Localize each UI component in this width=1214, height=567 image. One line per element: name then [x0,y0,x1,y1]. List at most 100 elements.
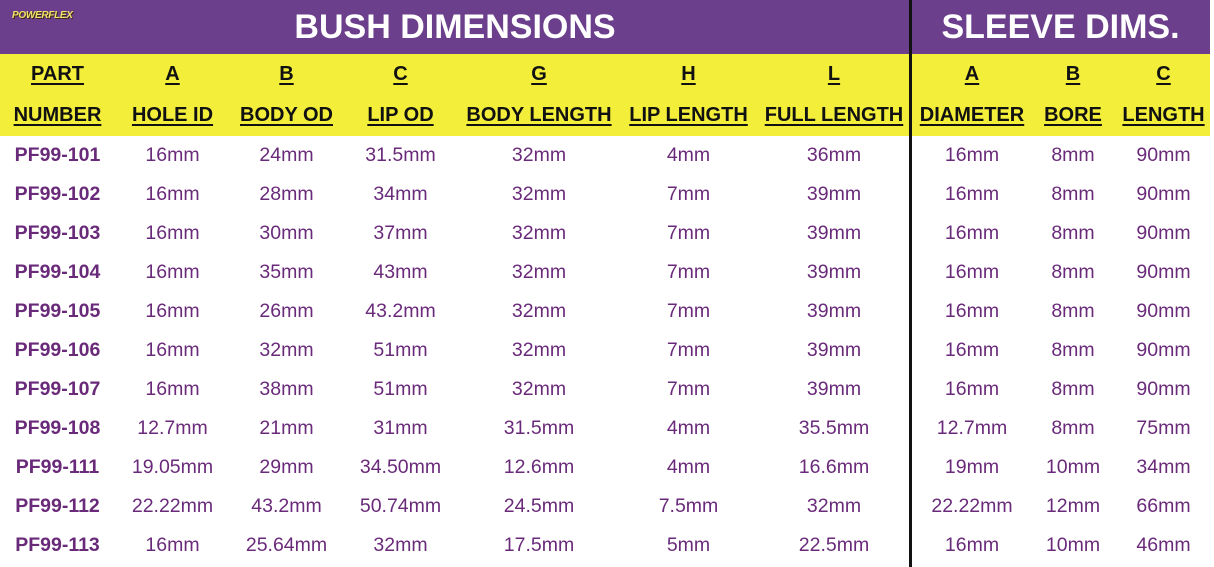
table-row: PF99-102 16mm 28mm 34mm 32mm 7mm 39mm 16mm 8mm 90… [0,175,1214,214]
dimension-cell: 12.7mm [137,417,208,439]
title-bar: POWERFLEX BUSH DIMENSIONS SLEEVE DIMS. [0,0,1210,54]
dimension-cell: 32mm [806,495,862,517]
table-row: PF99-106 16mm 32mm 51mm 32mm 7mm 39mm 16mm 8mm 90… [0,331,1214,370]
column-letter-text: C [393,63,408,85]
dimension-cell: 8mm [1051,300,1095,322]
section-divider [909,0,912,567]
column-header: NUMBER [0,95,115,136]
dimension-cell: 25.64mm [245,534,328,556]
dimension-cell: 5mm [666,534,711,556]
column-letter: B [1033,54,1113,95]
part-number-cell: PF99-112 [15,495,100,517]
dimension-cell: 16mm [145,222,200,244]
dimension-cell: 19.05mm [131,456,214,478]
dimension-cell: 39mm [806,339,862,361]
part-number-cell: PF99-103 [14,222,101,244]
dimension-cell: 34mm [1136,456,1191,478]
column-letter: L [757,54,911,95]
dimension-cell: 16.6mm [798,456,870,478]
dimension-cell: 22.5mm [798,534,870,556]
dimension-cell: 16mm [145,144,200,166]
dimension-cell: 32mm [511,300,567,322]
dimension-cell: 31mm [373,417,428,439]
dimension-cell: 22.22mm [131,495,214,517]
part-number-cell: PF99-113 [15,534,100,556]
column-header-text: HOLE ID [131,104,214,126]
dimension-cell: 90mm [1136,261,1191,283]
dimension-cell: 39mm [806,378,862,400]
dimension-cell: 38mm [259,378,314,400]
dimension-cell: 24.5mm [503,495,575,517]
dimension-cell: 16mm [145,183,200,205]
dimension-cell: 16mm [145,300,200,322]
column-header: BORE [1033,95,1113,136]
dimension-cell: 16mm [145,339,200,361]
column-header-text: BODY LENGTH [466,104,612,126]
dimension-cell: 51mm [373,339,428,361]
dimension-cell: 34.50mm [359,456,442,478]
dimension-cell: 39mm [806,300,862,322]
dimension-cell: 17.5mm [503,534,575,556]
dimension-cell: 7.5mm [658,495,719,517]
dimension-cell: 16mm [944,222,1000,244]
dimension-cell: 16mm [944,300,1000,322]
column-header-text: DIAMETER [919,104,1025,126]
column-letter: A [911,54,1033,95]
column-header: HOLE ID [115,95,230,136]
dimension-cell: 24mm [259,144,314,166]
column-header: BODY LENGTH [458,95,620,136]
column-letter: C [1113,54,1214,95]
dimension-cell: 4mm [666,417,711,439]
column-header-text: NUMBER [13,104,102,126]
dimension-cell: 12mm [1045,495,1101,517]
dimension-cell: 4mm [666,144,711,166]
table-row: PF99-104 16mm 35mm 43mm 32mm 7mm 39mm 16mm 8mm 90… [0,253,1214,292]
dimension-cell: 90mm [1136,300,1191,322]
table-row: PF99-107 16mm 38mm 51mm 32mm 7mm 39mm 16mm 8mm 90… [0,370,1214,409]
dimension-cell: 43.2mm [365,300,436,322]
column-letter-text: PART [31,63,84,85]
dimension-cell: 90mm [1136,144,1191,166]
dimension-cell: 32mm [511,144,567,166]
dimension-cell: 66mm [1136,495,1191,517]
dimension-cell: 19mm [944,456,1000,478]
column-header-text: BORE [1044,104,1102,126]
dimension-cell: 39mm [806,183,862,205]
dimension-cell: 39mm [806,222,862,244]
column-letter-text: L [827,63,841,85]
column-header: FULL LENGTH [757,95,911,136]
dimension-cell: 90mm [1136,339,1191,361]
column-header: BODY OD [230,95,343,136]
column-letter-text: G [531,63,547,85]
table-row: PF99-108 12.7mm 21mm 31mm 31.5mm 4mm 35.5mm 12.… [0,409,1214,448]
dimension-cell: 22.22mm [931,495,1013,517]
dimension-cell: 16mm [145,534,200,556]
dimension-cell: 32mm [373,534,428,556]
dimension-cell: 39mm [806,261,862,283]
column-letter-text: B [1065,63,1081,85]
dimension-cell: 51mm [373,378,428,400]
dimension-cell: 90mm [1136,378,1191,400]
dimension-cell: 16mm [944,183,1000,205]
dimension-cell: 16mm [944,339,1000,361]
dimension-cell: 8mm [1051,183,1095,205]
header-label-row: NUMBER HOLE ID BODY OD LIP OD BODY LENGTH LIP… [0,95,1214,136]
dimension-cell: 16mm [944,261,1000,283]
part-number-cell: PF99-108 [14,417,101,439]
dimension-cell: 35.5mm [798,417,870,439]
dimension-cell: 10mm [1045,534,1101,556]
table-row: PF99-113 16mm 25.64mm 32mm 17.5mm 5mm 22.5mm 16… [0,526,1214,565]
column-header-text: BODY OD [240,104,333,126]
dimension-cell: 43.2mm [251,495,322,517]
dimension-cell: 35mm [259,261,314,283]
column-header: LIP LENGTH [620,95,757,136]
dimension-cell: 12.7mm [936,417,1008,439]
dimension-cell: 90mm [1136,183,1191,205]
column-header-text: LIP LENGTH [629,104,748,126]
part-number-cell: PF99-104 [14,261,101,283]
part-number-cell: PF99-106 [14,339,101,361]
dimension-cell: 7mm [666,378,711,400]
table-row: PF99-111 19.05mm 29mm 34.50mm 12.6mm 4mm 16.6m… [0,448,1214,487]
dimension-cell: 16mm [145,378,200,400]
dimension-cell: 30mm [259,222,314,244]
